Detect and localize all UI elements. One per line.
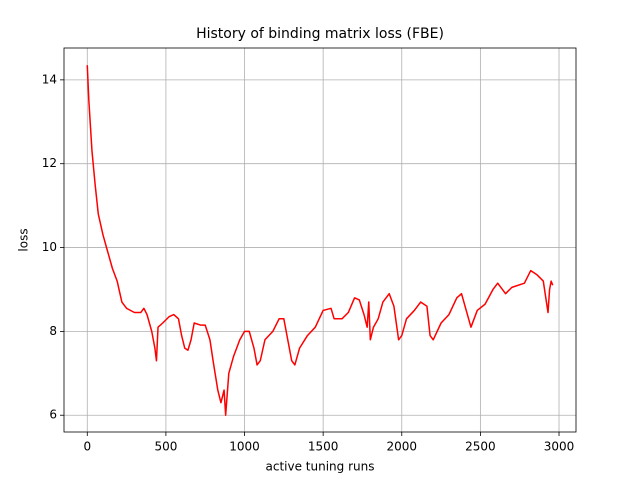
y-tick-label: 14: [42, 72, 57, 86]
x-tick-label: 1000: [229, 440, 260, 454]
y-tick-label: 6: [49, 408, 57, 422]
y-tick-label: 10: [42, 240, 57, 254]
x-tick-label: 2000: [386, 440, 417, 454]
y-tick-label: 12: [42, 156, 57, 170]
x-tick-label: 3000: [544, 440, 575, 454]
y-tick-label: 8: [49, 324, 57, 338]
loss-line: [86, 65, 554, 416]
y-axis-label: loss: [17, 228, 31, 251]
chart-title: History of binding matrix loss (FBE): [196, 26, 444, 42]
x-tick-label: 1500: [308, 440, 339, 454]
x-tick-label: 2500: [465, 440, 496, 454]
plot-frame: [63, 47, 577, 433]
x-tick-label: 0: [83, 440, 91, 454]
x-axis-label: active tuning runs: [266, 460, 375, 474]
x-tick-label: 500: [154, 440, 177, 454]
